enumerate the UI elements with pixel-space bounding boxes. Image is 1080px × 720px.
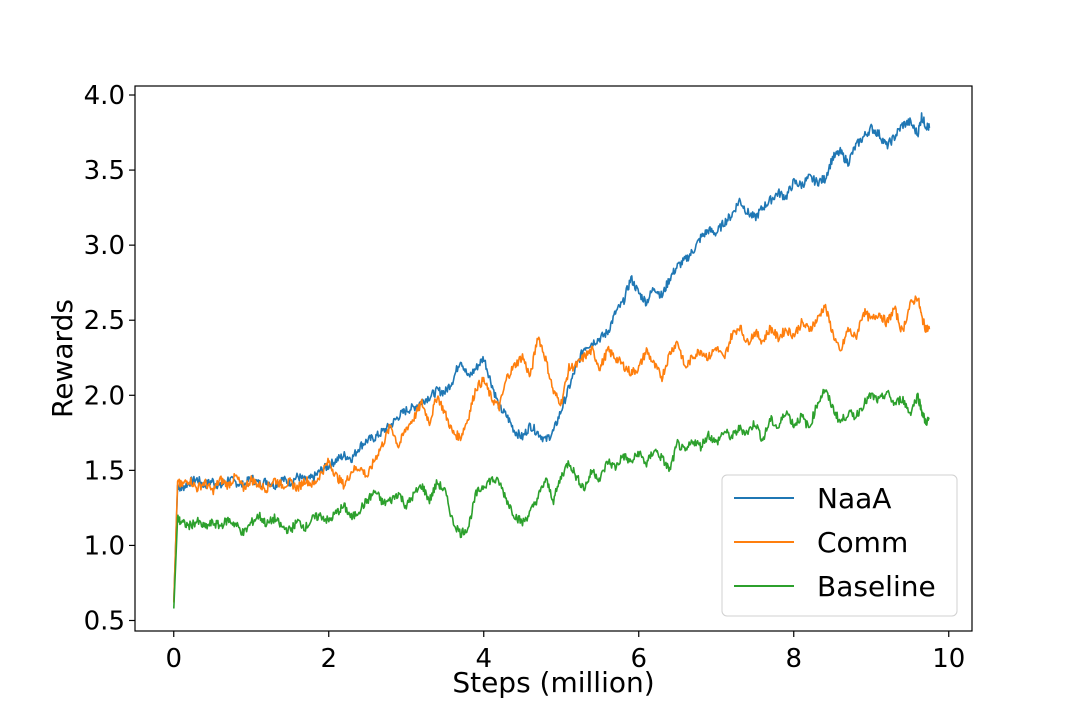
y-tick-label: 1.5 [84,456,125,486]
legend-label-comm: Comm [817,526,908,559]
legend-label-naaa: NaaA [817,482,891,515]
y-tick-label: 1.0 [84,531,125,561]
y-tick-label: 4.0 [84,81,125,111]
legend: NaaA Comm Baseline [721,474,958,617]
series-line-naaa [173,112,931,603]
y-tick-label: 2.0 [84,381,125,411]
y-tick-label: 0.5 [84,606,125,636]
series-layer [173,112,931,609]
x-tick-label: 8 [785,644,802,674]
x-axis-title: Steps (million) [452,666,654,699]
x-tick-label: 4 [475,644,492,674]
y-tick-label: 3.5 [84,156,125,186]
series-line-comm [173,295,931,603]
x-tick-label: 2 [320,644,337,674]
y-tick-label: 3.0 [84,231,125,261]
x-tick-label: 10 [932,644,965,674]
legend-label-baseline: Baseline [817,570,936,603]
y-axis-title: Rewards [46,299,79,418]
x-tick-label: 0 [165,644,182,674]
y-axis: 0.5 1.0 1.5 2.0 2.5 3.0 3.5 4.0 [84,81,135,636]
series-line-baseline [173,388,930,609]
legend-box [721,474,958,617]
y-tick-label: 2.5 [84,306,125,336]
x-tick-label: 6 [630,644,647,674]
x-axis: 0 2 4 6 8 10 [165,631,965,674]
plot-frame [134,85,973,632]
